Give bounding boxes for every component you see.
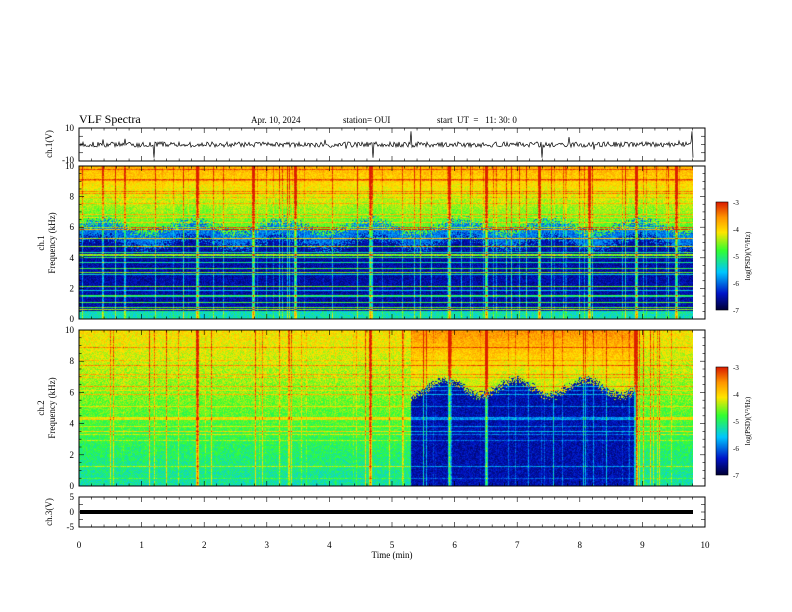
header-station: station= OUI xyxy=(343,115,390,125)
ch2-spec-ylabel-line1: ch.2 xyxy=(36,400,46,415)
header-date: Apr. 10, 2024 xyxy=(251,115,301,125)
x-tick-label: 6 xyxy=(452,540,457,550)
x-axis-label: Time (min) xyxy=(372,550,413,560)
spec-ytick-label: 6 xyxy=(70,222,75,232)
ch2-colorbar-label: log(PSD)(V²/Hz) xyxy=(744,396,752,445)
x-tick-label: 1 xyxy=(139,540,144,550)
x-tick-label: 2 xyxy=(202,540,207,550)
ch2-spectrogram-image xyxy=(79,330,693,486)
x-tick-labels: 0 1 2 3 4 5 6 7 8 9 10 xyxy=(77,540,710,550)
colorbar-tick-label: -3 xyxy=(733,199,739,207)
ch1-waveform-trace xyxy=(79,131,694,158)
spec-ytick-label: 4 xyxy=(70,419,75,429)
ch3-ylabel: ch.3(V) xyxy=(44,498,54,526)
colorbar-tick-label: -7 xyxy=(733,472,739,480)
spec-ytick-label: 8 xyxy=(70,356,75,366)
colorbar-tick-label: -6 xyxy=(733,445,739,453)
ch1-ytick-label: -10 xyxy=(62,155,74,165)
ch1-colorbar-label: log(PSD)(V²/Hz) xyxy=(744,231,752,280)
colorbar-tick-label: -4 xyxy=(733,226,739,234)
colorbar-tick-label: -5 xyxy=(733,418,739,426)
ch2-colorbar-frame xyxy=(715,366,729,476)
ch3-ytick-label: 0 xyxy=(70,507,75,517)
ch3-ytick-label: -5 xyxy=(67,522,75,532)
spec-ytick-label: 0 xyxy=(70,314,75,324)
colorbar-tick-label: -3 xyxy=(733,364,739,372)
ch1-colorbar-image xyxy=(716,202,728,310)
spec-ytick-label: 8 xyxy=(70,192,75,202)
ch1-ylabel: ch.1(V) xyxy=(44,130,54,158)
spec-ytick-label: 6 xyxy=(70,387,75,397)
ch3-ytick-label: 5 xyxy=(70,492,75,502)
ch1-spectrogram-image xyxy=(79,166,693,319)
ch2-spec-ylabel-line2: Frequency (kHz) xyxy=(47,377,57,438)
spec-ytick-label: 10 xyxy=(65,161,75,171)
ch2-colorbar-image xyxy=(716,367,728,475)
figure-title: VLF Spectra xyxy=(79,112,141,126)
colorbar-tick-label: -6 xyxy=(733,280,739,288)
x-tick-label: 5 xyxy=(390,540,395,550)
ch1-spec-ylabel: ch.1 Frequency (kHz) xyxy=(36,212,57,273)
x-tick-label: 4 xyxy=(327,540,332,550)
x-tick-label: 3 xyxy=(265,540,270,550)
axis-ticks xyxy=(78,127,706,528)
spec-ytick-label: 2 xyxy=(70,283,75,293)
x-tick-label: 7 xyxy=(515,540,520,550)
ch1-ytick-label: 10 xyxy=(65,123,75,133)
x-tick-label: 10 xyxy=(701,540,711,550)
x-tick-label: 0 xyxy=(77,540,82,550)
ch2-spec-ylabel: ch.2 Frequency (kHz) xyxy=(36,377,57,438)
spec-ytick-label: 10 xyxy=(65,325,75,335)
header-start-time: start UT = 11: 30: 0 xyxy=(437,115,517,125)
ch1-spec-ylabel-line1: ch.1 xyxy=(36,235,46,250)
colorbar-tick-labels: -3 -4 -5 -6 -7 -3 -4 -5 -6 -7 xyxy=(733,199,739,480)
ch1-colorbar-frame xyxy=(715,201,729,311)
colorbar-tick-label: -7 xyxy=(733,307,739,315)
x-tick-label: 9 xyxy=(640,540,645,550)
ch1-spec-ylabel-line2: Frequency (kHz) xyxy=(47,212,57,273)
colorbar-tick-label: -4 xyxy=(733,391,739,399)
spec-ytick-label: 0 xyxy=(70,481,75,491)
x-tick-label: 8 xyxy=(578,540,583,550)
spec-ytick-label: 4 xyxy=(70,253,75,263)
spec-ytick-label: 2 xyxy=(70,450,75,460)
colorbar-tick-label: -5 xyxy=(733,253,739,261)
